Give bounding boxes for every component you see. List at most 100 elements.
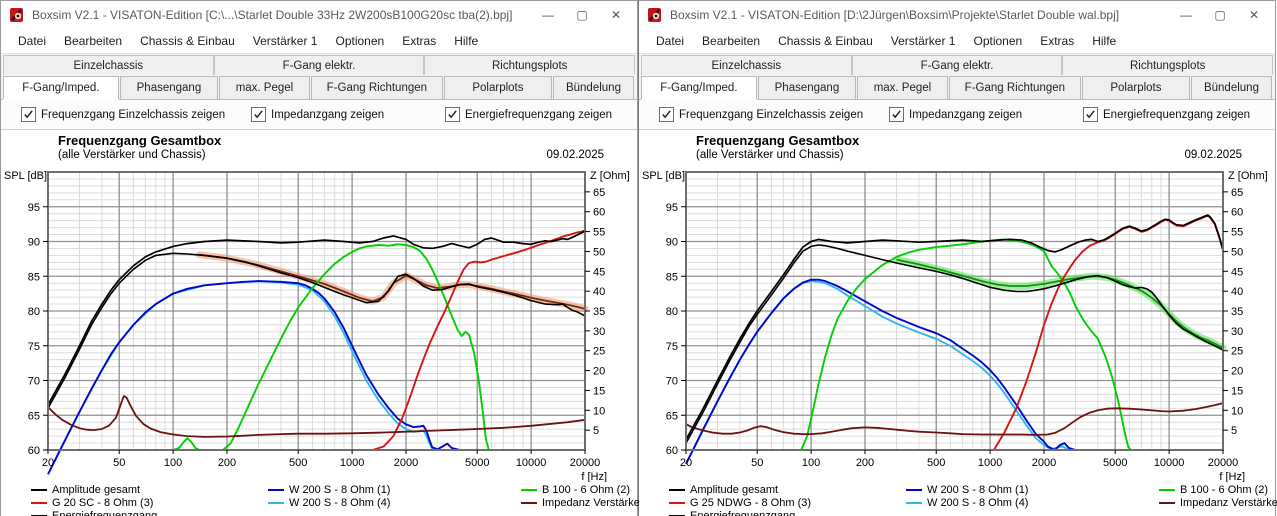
checkbox-impedanzgang[interactable]: Impedanzgang zeigen — [889, 107, 1083, 122]
legend-item: Energiefrequenzgang — [669, 509, 906, 516]
menu-hilfe[interactable]: Hilfe — [1092, 34, 1117, 48]
legend-swatch — [31, 488, 47, 491]
svg-text:20000: 20000 — [570, 457, 601, 469]
tab-max-pegel[interactable]: max. Pegel — [857, 76, 948, 99]
svg-text:60: 60 — [1231, 207, 1243, 219]
close-button[interactable]: ✕ — [1248, 8, 1260, 22]
menu-datei[interactable]: Datei — [18, 34, 47, 48]
maximize-button[interactable]: ▢ — [576, 8, 588, 22]
tab-buendelung[interactable]: Bündelung — [1190, 76, 1272, 99]
tab-row: F-Gang/Imped. Phasengang max. Pegel F-Ga… — [639, 75, 1275, 100]
svg-text:65: 65 — [666, 410, 678, 422]
checkbox-frequenzgang-einzelchassis[interactable]: Frequenzgang Einzelchassis zeigen — [21, 107, 251, 122]
legend-item: B 100 - 6 Ohm (2) — [521, 483, 653, 496]
menu-bearbeiten[interactable]: Bearbeiten — [64, 34, 123, 48]
tab-phasengang[interactable]: Phasengang — [757, 76, 857, 99]
legend-item: B 100 - 6 Ohm (2) — [1159, 483, 1277, 496]
svg-text:200: 200 — [218, 457, 236, 469]
tab-group-einzelchassis[interactable]: Einzelchassis — [3, 55, 214, 75]
svg-text:2000: 2000 — [394, 457, 418, 469]
chart-legend: Amplitude gesamt W 200 S - 8 Ohm (1) B 1… — [639, 482, 1277, 516]
tab-group-einzelchassis[interactable]: Einzelchassis — [641, 55, 852, 75]
svg-text:Z [Ohm]: Z [Ohm] — [590, 170, 630, 182]
legend-swatch — [268, 488, 284, 491]
svg-text:20: 20 — [1231, 366, 1243, 378]
tab-group-fgang-elektr[interactable]: F-Gang elektr. — [213, 55, 425, 75]
chart-title: Frequenzgang Gesamtbox — [696, 133, 860, 148]
minimize-button[interactable]: — — [542, 8, 554, 22]
checkbox-energiefrequenzgang[interactable]: Energiefrequenzgang zeigen — [445, 107, 612, 122]
menu-chassis-einbau[interactable]: Chassis & Einbau — [778, 34, 873, 48]
svg-text:50: 50 — [593, 246, 605, 258]
frequency-response-plot: 60 65 70 75 80 85 90 95 5 10 15 20 25 30 35 40 45 50 55 60 6… — [4, 170, 630, 482]
tab-buendelung[interactable]: Bündelung — [552, 76, 634, 99]
app-window: Boxsim V2.1 - VISATON-Edition [C:\...\St… — [0, 0, 653, 516]
svg-text:25: 25 — [1231, 346, 1243, 358]
svg-text:40: 40 — [593, 286, 605, 298]
chart-area: Frequenzgang Gesamtbox (alle Verstärker … — [639, 130, 1277, 516]
tab-fgang-imped[interactable]: F-Gang/Imped. — [641, 76, 757, 99]
minimize-button[interactable]: — — [1180, 8, 1192, 22]
checkbox-frequenzgang-einzelchassis[interactable]: Frequenzgang Einzelchassis zeigen — [659, 107, 889, 122]
svg-text:SPL [dB]: SPL [dB] — [4, 170, 47, 182]
tab-group-richtungsplots[interactable]: Richtungsplots — [424, 55, 636, 75]
tab-group-fgang-elektr[interactable]: F-Gang elektr. — [851, 55, 1063, 75]
menu-bearbeiten[interactable]: Bearbeiten — [702, 34, 761, 48]
svg-text:f [Hz]: f [Hz] — [1219, 471, 1245, 482]
checkbox-energiefrequenzgang[interactable]: Energiefrequenzgang zeigen — [1083, 107, 1250, 122]
legend-swatch — [906, 501, 922, 504]
svg-text:5: 5 — [593, 425, 599, 437]
legend-item: Energiefrequenzgang — [31, 509, 268, 516]
tab-max-pegel[interactable]: max. Pegel — [219, 76, 310, 99]
close-button[interactable]: ✕ — [610, 8, 622, 22]
chart-date: 09.02.2025 — [1184, 149, 1242, 161]
tab-phasengang[interactable]: Phasengang — [119, 76, 219, 99]
menu-verstaerker[interactable]: Verstärker 1 — [252, 34, 318, 48]
tab-fgang-richtungen[interactable]: F-Gang Richtungen — [310, 76, 443, 99]
svg-text:50: 50 — [113, 457, 125, 469]
legend-swatch — [669, 488, 685, 491]
tab-polarplots[interactable]: Polarplots — [443, 76, 552, 99]
checkbox-icon — [445, 107, 460, 122]
svg-text:65: 65 — [28, 410, 40, 422]
chart-subtitle: (alle Verstärker und Chassis) — [58, 149, 206, 161]
svg-text:55: 55 — [593, 227, 605, 239]
svg-text:20: 20 — [42, 457, 54, 469]
menu-extras[interactable]: Extras — [1040, 34, 1075, 48]
legend-item: W 200 S - 8 Ohm (4) — [268, 496, 521, 509]
menu-optionen[interactable]: Optionen — [335, 34, 385, 48]
svg-text:5000: 5000 — [465, 457, 489, 469]
legend-swatch — [268, 501, 284, 504]
legend-swatch — [521, 488, 537, 491]
chart-area: Frequenzgang Gesamtbox (alle Verstärker … — [1, 130, 653, 516]
window-title: Boxsim V2.1 - VISATON-Edition [C:\...\St… — [32, 8, 513, 22]
legend-swatch — [31, 514, 47, 516]
menu-chassis-einbau[interactable]: Chassis & Einbau — [140, 34, 235, 48]
menu-hilfe[interactable]: Hilfe — [454, 34, 479, 48]
legend-swatch — [521, 501, 537, 504]
checkbox-impedanzgang[interactable]: Impedanzgang zeigen — [251, 107, 445, 122]
tab-group-richtungsplots[interactable]: Richtungsplots — [1062, 55, 1274, 75]
svg-text:60: 60 — [666, 445, 678, 457]
svg-text:500: 500 — [927, 457, 945, 469]
tab-group-row: Einzelchassis F-Gang elektr. Richtungspl… — [1, 54, 637, 75]
chart-legend: Amplitude gesamt W 200 S - 8 Ohm (1) B 1… — [1, 482, 653, 516]
svg-text:65: 65 — [1231, 187, 1243, 199]
tab-fgang-richtungen[interactable]: F-Gang Richtungen — [948, 76, 1081, 99]
svg-text:10000: 10000 — [1154, 457, 1185, 469]
maximize-button[interactable]: ▢ — [1214, 8, 1226, 22]
svg-text:1000: 1000 — [340, 457, 364, 469]
checkbox-icon — [21, 107, 36, 122]
tab-polarplots[interactable]: Polarplots — [1081, 76, 1190, 99]
svg-text:50: 50 — [1231, 246, 1243, 258]
menu-verstaerker[interactable]: Verstärker 1 — [890, 34, 956, 48]
frequency-response-plot: 60 65 70 75 80 85 90 95 5 10 15 20 25 30 35 40 45 50 55 60 6… — [642, 170, 1268, 482]
svg-text:15: 15 — [593, 385, 605, 397]
menu-optionen[interactable]: Optionen — [973, 34, 1023, 48]
menu-datei[interactable]: Datei — [656, 34, 685, 48]
svg-text:80: 80 — [666, 306, 678, 318]
legend-item: Amplitude gesamt — [31, 483, 268, 496]
menu-extras[interactable]: Extras — [402, 34, 437, 48]
svg-text:70: 70 — [666, 376, 678, 388]
tab-fgang-imped[interactable]: F-Gang/Imped. — [3, 76, 119, 99]
